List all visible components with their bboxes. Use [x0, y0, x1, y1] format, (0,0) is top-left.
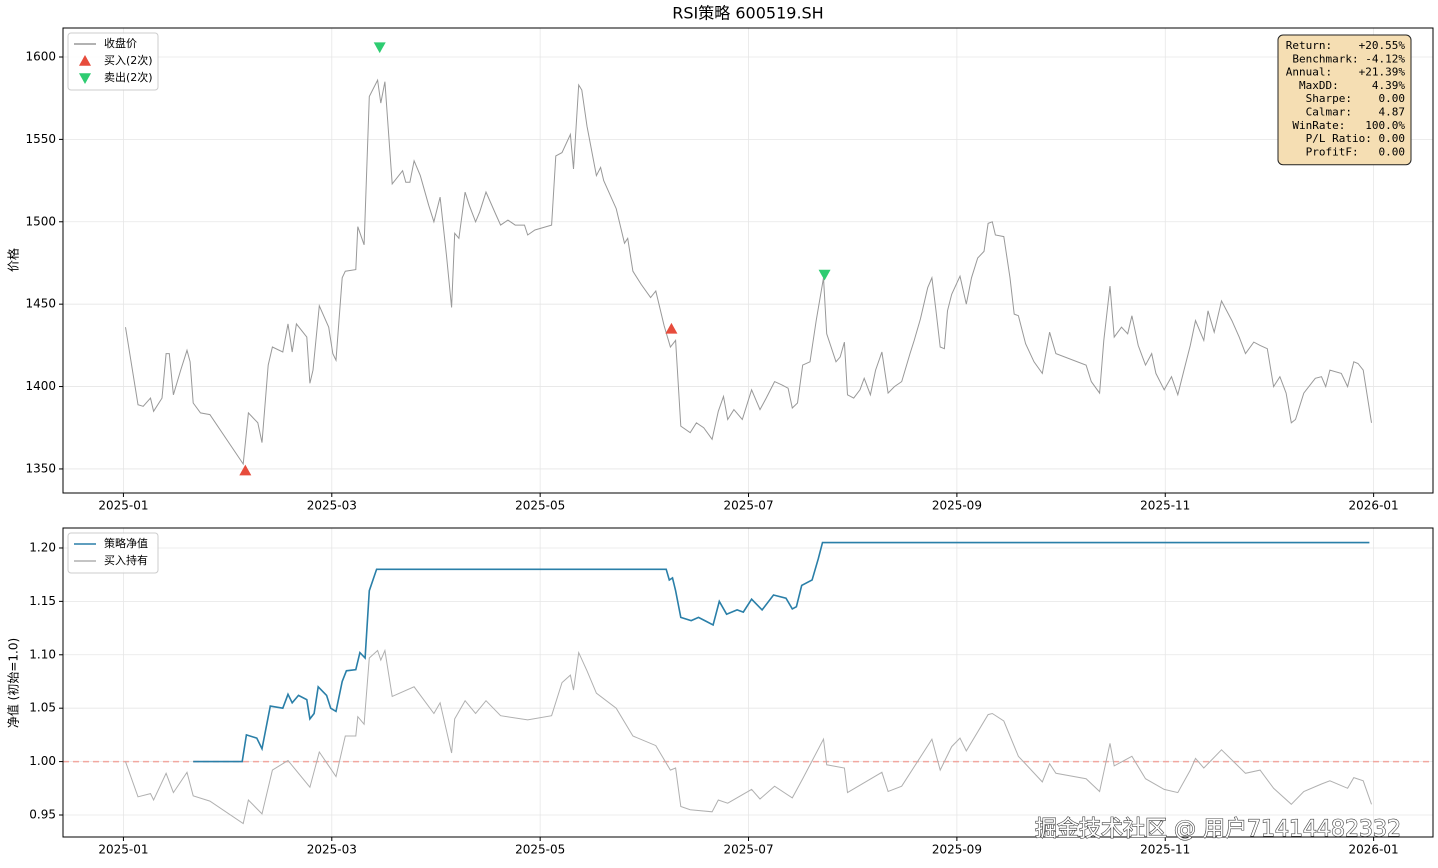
legend-marker: [79, 73, 91, 84]
x-tick-label: 2025-11: [1140, 843, 1190, 857]
x-tick-label: 2026-01: [1349, 499, 1399, 513]
stats-line: ProfitF: 0.00: [1306, 145, 1405, 158]
y-tick-label: 1.10: [29, 647, 56, 661]
legend-label: 策略净值: [104, 536, 148, 550]
trade-marker: [239, 464, 252, 476]
chart-title: RSI策略 600519.SH: [672, 4, 823, 23]
legend-label: 买入(2次): [104, 53, 153, 67]
y-tick-label: 1400: [25, 379, 56, 393]
y-tick-label: 0.95: [29, 807, 56, 821]
plot-frame: [62, 527, 1434, 838]
stats-line: Annual: +21.39%: [1286, 66, 1406, 79]
line-series: [125, 648, 1372, 825]
y-tick-label: 1.15: [29, 594, 56, 608]
y-tick-label: 1500: [25, 214, 56, 228]
y-tick-label: 1600: [25, 50, 56, 64]
y-tick-label: 1.05: [29, 701, 56, 715]
legend-label: 收盘价: [104, 36, 137, 50]
x-tick-label: 2025-07: [723, 843, 773, 857]
legend-marker: [79, 55, 91, 66]
watermark: 掘金技术社区 @ 用户71414482332: [1035, 817, 1401, 842]
trade-marker: [818, 269, 831, 281]
stats-line: Calmar: 4.87: [1306, 106, 1405, 119]
legend-label: 买入持有: [104, 553, 148, 567]
y-tick-label: 1550: [25, 132, 56, 146]
legend-label: 卖出(2次): [104, 70, 153, 84]
y-axis-label: 价格: [6, 248, 21, 272]
trade-marker: [665, 322, 678, 334]
line-series: [193, 541, 1370, 763]
trade-marker: [373, 42, 386, 54]
x-tick-label: 2026-01: [1349, 843, 1399, 857]
x-tick-label: 2025-09: [932, 499, 982, 513]
stats-box: [1277, 34, 1412, 166]
x-tick-label: 2025-03: [307, 499, 357, 513]
x-tick-label: 2025-11: [1140, 499, 1190, 513]
stats-line: MaxDD: 4.39%: [1299, 79, 1405, 92]
stats-line: P/L Ratio: 0.00: [1306, 132, 1405, 145]
y-tick-label: 1450: [25, 297, 56, 311]
y-tick-label: 1.00: [29, 754, 56, 768]
y-axis-label: 净值 (初始=1.0): [6, 638, 21, 728]
stats-line: Benchmark: -4.12%: [1292, 52, 1405, 65]
stats-line: Return: +20.55%: [1286, 39, 1406, 52]
x-tick-label: 2025-05: [515, 499, 565, 513]
x-tick-label: 2025-09: [932, 843, 982, 857]
x-tick-label: 2025-07: [723, 499, 773, 513]
plot-frame: [62, 27, 1434, 494]
legend-box: [67, 32, 159, 91]
legend-box: [67, 532, 159, 574]
y-tick-label: 1350: [25, 461, 56, 475]
line-series: [125, 78, 1372, 466]
x-tick-label: 2025-05: [515, 843, 565, 857]
stats-line: WinRate: 100.0%: [1292, 119, 1405, 132]
y-tick-label: 1.20: [29, 540, 56, 554]
x-tick-label: 2025-01: [98, 499, 148, 513]
x-tick-label: 2025-03: [307, 843, 357, 857]
x-tick-label: 2025-01: [98, 843, 148, 857]
stats-line: Sharpe: 0.00: [1306, 92, 1405, 105]
